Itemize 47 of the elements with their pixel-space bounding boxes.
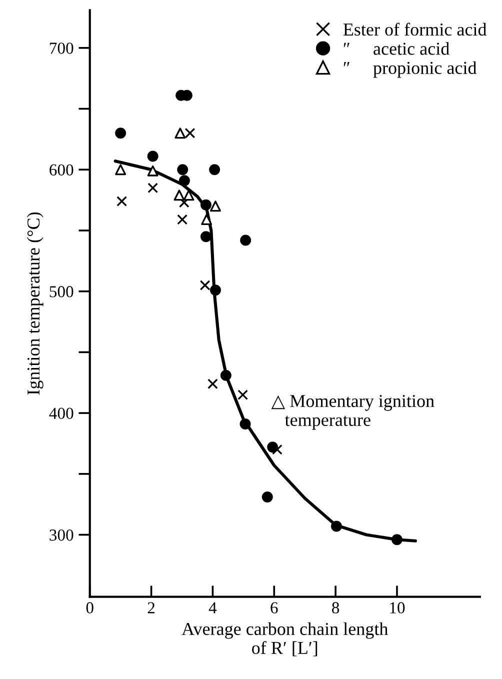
point [178,175,190,186]
point [207,378,218,390]
point [200,231,212,242]
point [262,492,273,503]
point [183,190,194,201]
point [115,164,126,176]
point [200,199,212,210]
y-tick-label: 600 [50,164,74,176]
point [177,164,188,176]
point [391,534,402,546]
point [148,182,158,194]
x-tick-label: 6 [270,602,278,614]
point [177,214,188,225]
point [174,190,185,201]
point [238,390,248,400]
legend-label: ″ acetic acid [344,42,450,55]
x-tick-label: 0 [86,602,94,614]
point [330,520,342,532]
point [147,165,158,176]
legend-label: ″ propionic acid [344,61,477,78]
x-tick-label: 2 [148,602,155,614]
x-axis-title: Average carbon chain length of R′ [L′] [182,622,388,656]
annotation: △ Momentary ignition temperature [271,394,434,430]
x-tick-label: 10 [390,602,405,614]
point [240,418,251,430]
y-tick-label: 300 [50,529,74,541]
y-tick-label: 400 [49,408,74,419]
y-tick-label: 700 [50,42,74,54]
legend-label: Ester of formic acid [343,22,487,36]
point [147,150,158,162]
point [209,164,220,176]
point [201,214,212,226]
y-axis-title: Ignition temperature (°C) [26,212,44,395]
point [115,128,126,139]
point [116,196,128,206]
point [267,442,278,453]
point [240,234,252,246]
point [200,280,210,290]
point [210,284,221,296]
point [220,370,232,381]
point [184,128,196,138]
point [174,128,186,139]
x-tick-label: 8 [332,602,340,614]
x-tick-label: 4 [208,602,217,614]
point [272,444,282,455]
y-tick-label: 500 [50,286,74,298]
point [210,200,221,212]
